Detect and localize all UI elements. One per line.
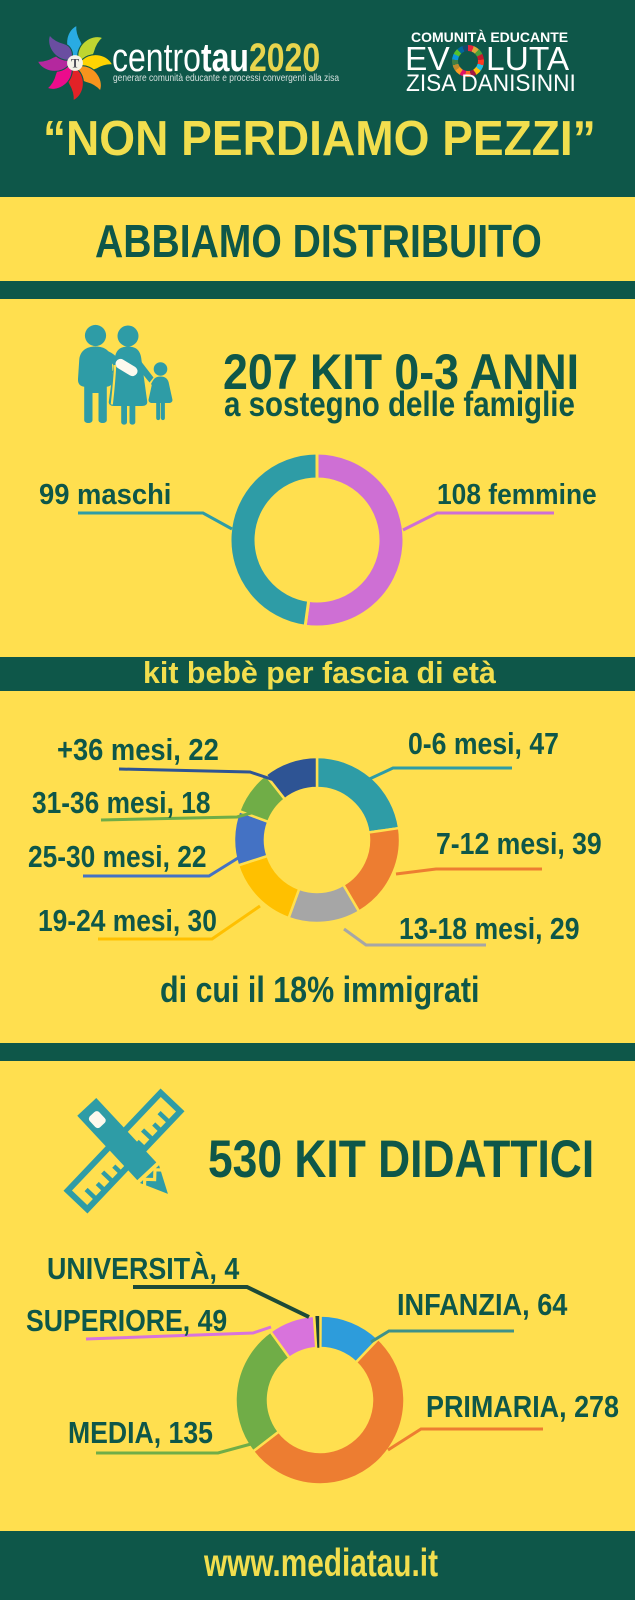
svg-text:T: T xyxy=(71,56,79,70)
